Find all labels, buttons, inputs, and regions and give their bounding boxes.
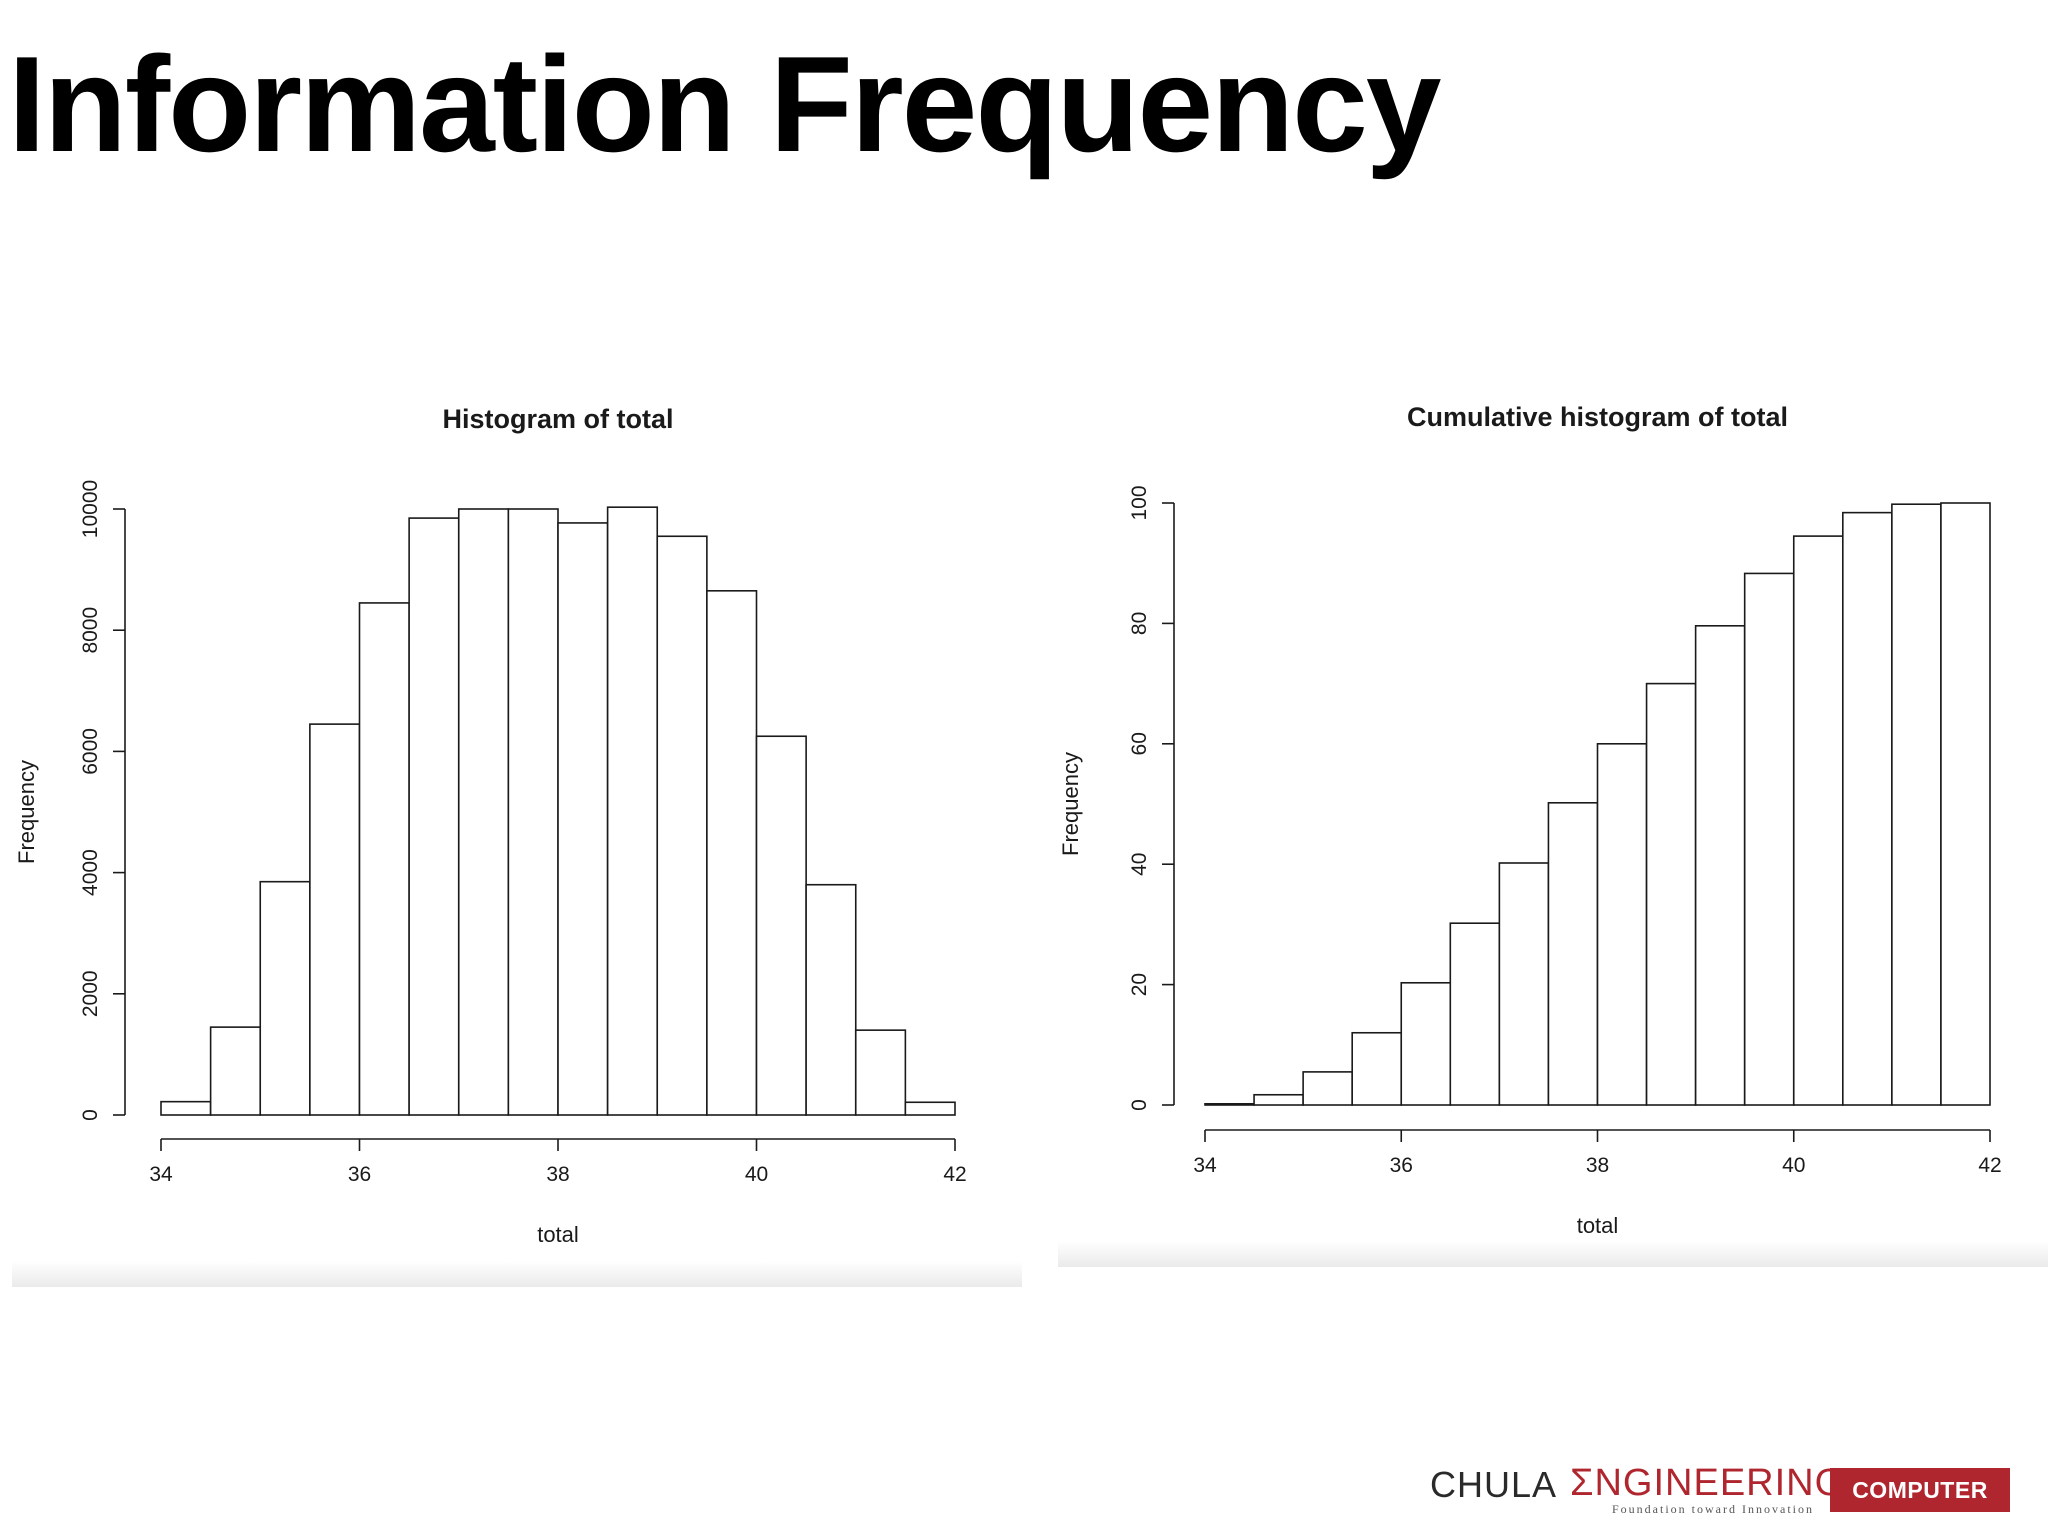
- histogram-bar: [1694, 625, 1746, 1106]
- histogram-bar: [1891, 503, 1942, 1106]
- x-axis-label: total: [537, 1222, 579, 1247]
- histogram-bar: [1302, 1071, 1353, 1106]
- histogram-bar: [1645, 682, 1697, 1106]
- histogram-bar: [755, 735, 807, 1116]
- slide-title: Information Frequency: [8, 28, 1441, 180]
- y-tick-label: 100: [1128, 485, 1151, 520]
- y-tick-label: 2000: [79, 970, 102, 1017]
- x-tick-label: 38: [546, 1163, 569, 1186]
- histogram-bar: [358, 602, 410, 1116]
- logo-chula-text: CHULA: [1430, 1464, 1558, 1505]
- histogram-bar: [160, 1100, 212, 1116]
- chart-title: Cumulative histogram of total: [1407, 402, 1788, 432]
- histogram-bar: [1940, 502, 1991, 1106]
- histogram-bar: [1842, 511, 1893, 1106]
- cumulative-histogram-chart: Cumulative histogram of total 34 36 38 40 42 t…: [1058, 402, 2002, 1238]
- x-tick-label: 42: [1978, 1154, 2001, 1177]
- y-tick-label: 6000: [79, 728, 102, 775]
- histogram-bar: [557, 522, 609, 1116]
- histogram-bar: [706, 590, 758, 1116]
- histogram-bar: [656, 535, 708, 1116]
- histogram-bar: [1792, 535, 1844, 1106]
- histogram-bar: [1743, 572, 1795, 1106]
- y-tick-label: 20: [1128, 973, 1151, 996]
- cumulative-histogram-panel: Cumulative histogram of total 34 36 38 40 42 t…: [1058, 375, 2048, 1267]
- y-tick-label: 80: [1128, 612, 1151, 635]
- y-axis-label: Frequency: [1058, 752, 1083, 856]
- histogram-panel: Histogram of total 34 36 38 40 42 total 0 2000 40…: [12, 375, 1022, 1287]
- histogram-bar: [606, 506, 659, 1116]
- histogram-bar: [1547, 801, 1599, 1106]
- y-tick-label: 10000: [79, 480, 102, 538]
- histogram-bar: [1253, 1093, 1304, 1106]
- logo-engineering-text: ΣNGINEERING: [1570, 1462, 1846, 1504]
- y-axis-label: Frequency: [14, 760, 39, 864]
- histogram-bar: [1351, 1031, 1403, 1106]
- x-tick-label: 36: [1390, 1154, 1413, 1177]
- x-tick-label: 34: [1193, 1154, 1217, 1177]
- histogram-bar: [1400, 981, 1452, 1106]
- y-tick-label: 60: [1128, 732, 1151, 755]
- panel-shadow: [1058, 1241, 2048, 1267]
- chula-engineering-logo: CHULA ΣNGINEERING Foundation toward Inno…: [1428, 1458, 2028, 1518]
- chart-title: Histogram of total: [442, 404, 673, 434]
- x-tick-label: 40: [745, 1163, 768, 1186]
- y-tick-label: 8000: [79, 607, 102, 654]
- histogram-bar: [457, 508, 510, 1116]
- histogram-bar: [904, 1101, 956, 1116]
- histogram-bar: [209, 1026, 262, 1116]
- histogram-bar: [1204, 1102, 1255, 1106]
- logo-tagline: Foundation toward Innovation: [1612, 1502, 1814, 1516]
- x-tick-label: 36: [348, 1163, 371, 1186]
- histogram-bar: [854, 1029, 907, 1116]
- histogram-bar: [507, 508, 559, 1116]
- histogram-chart: Histogram of total 34 36 38 40 42 total 0 2000 40…: [14, 404, 967, 1247]
- y-tick-label: 4000: [79, 849, 102, 896]
- y-tick-label: 0: [79, 1109, 102, 1121]
- y-tick-label: 40: [1128, 853, 1151, 876]
- x-tick-label: 38: [1586, 1154, 1609, 1177]
- x-axis-label: total: [1577, 1213, 1619, 1238]
- x-tick-label: 40: [1782, 1154, 1805, 1177]
- panel-shadow: [12, 1261, 1022, 1287]
- histogram-bar: [309, 723, 361, 1116]
- histogram-bar: [259, 880, 311, 1116]
- histogram-bar: [1498, 862, 1550, 1106]
- histogram-bar: [1596, 742, 1648, 1106]
- x-tick-label: 34: [149, 1163, 173, 1186]
- histogram-bar: [408, 517, 460, 1116]
- histogram-bar: [1449, 922, 1501, 1106]
- x-tick-label: 42: [943, 1163, 966, 1186]
- y-tick-label: 0: [1128, 1099, 1151, 1111]
- histogram-bar: [805, 883, 857, 1116]
- department-badge: COMPUTER: [1830, 1468, 2010, 1512]
